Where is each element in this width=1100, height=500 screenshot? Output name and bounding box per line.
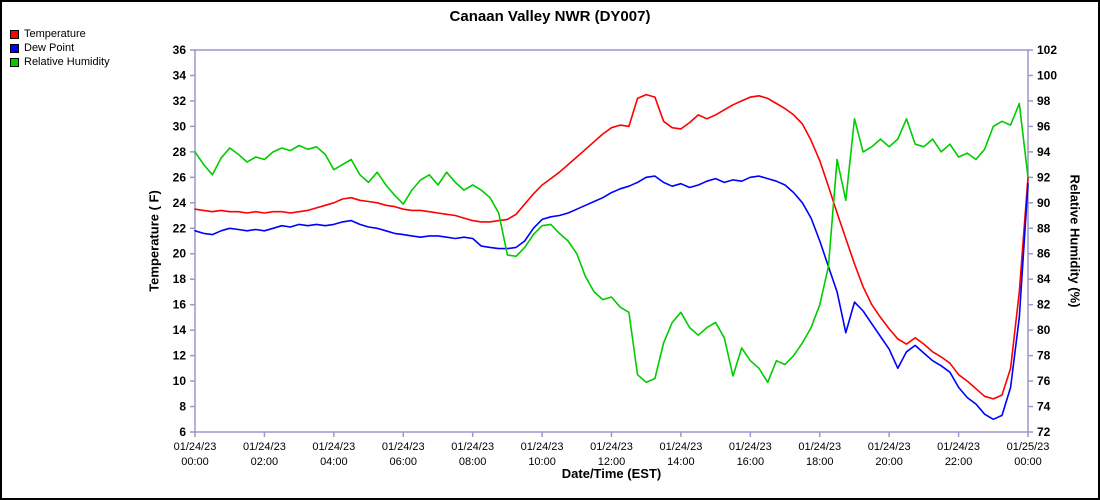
temperature-line — [194, 93, 1029, 400]
x-tick-time: 00:00 — [1014, 456, 1042, 468]
x-tick-date: 01/24/23 — [729, 441, 772, 453]
left-tick-label: 32 — [173, 94, 187, 108]
right-tick-label: 96 — [1037, 119, 1051, 133]
x-tick-date: 01/24/23 — [382, 441, 425, 453]
right-tick-label: 72 — [1037, 425, 1051, 439]
left-tick-label: 34 — [173, 68, 187, 82]
x-tick-date: 01/24/23 — [312, 441, 355, 453]
left-tick-label: 8 — [179, 400, 186, 414]
legend-item-dew-point: Dew Point — [10, 43, 110, 54]
left-tick-label: 14 — [173, 323, 187, 337]
legend-item-relative-humidity: Relative Humidity — [10, 57, 110, 68]
chart-title: Canaan Valley NWR (DY007) — [449, 8, 651, 25]
right-tick-label: 102 — [1037, 43, 1057, 57]
right-tick-label: 82 — [1037, 298, 1051, 312]
x-tick-date: 01/24/23 — [937, 441, 980, 453]
left-tick-label: 30 — [173, 119, 187, 133]
x-tick-date: 01/25/23 — [1007, 441, 1050, 453]
right-tick-label: 74 — [1037, 400, 1051, 414]
left-tick-label: 22 — [173, 221, 187, 235]
right-tick-label: 100 — [1037, 68, 1057, 82]
left-tick-label: 36 — [173, 43, 187, 57]
x-tick-date: 01/24/23 — [868, 441, 911, 453]
left-tick-label: 6 — [179, 425, 186, 439]
right-tick-label: 76 — [1037, 374, 1051, 388]
right-tick-label: 90 — [1037, 196, 1051, 210]
right-tick-label: 88 — [1037, 221, 1051, 235]
x-axis-title: Date/Time (EST) — [561, 466, 662, 481]
left-tick-label: 10 — [173, 374, 187, 388]
right-tick-label: 86 — [1037, 247, 1051, 261]
x-tick-time: 12:00 — [598, 456, 626, 468]
left-tick-label: 28 — [173, 145, 187, 159]
legend-label-dew-point: Dew Point — [24, 42, 75, 54]
x-tick-time: 04:00 — [320, 456, 348, 468]
relative-humidity-line — [194, 102, 1029, 384]
x-tick-time: 22:00 — [945, 456, 973, 468]
legend: Temperature Dew Point Relative Humidity — [10, 29, 110, 71]
left-tick-label: 20 — [173, 247, 187, 261]
legend-label-temperature: Temperature — [24, 28, 86, 40]
x-tick-date: 01/24/23 — [798, 441, 841, 453]
plot-frame — [194, 49, 1029, 433]
x-tick-time: 18:00 — [806, 456, 834, 468]
x-tick-date: 01/24/23 — [174, 441, 217, 453]
left-tick-label: 26 — [173, 170, 187, 184]
left-tick-label: 18 — [173, 272, 187, 286]
legend-item-temperature: Temperature — [10, 29, 110, 40]
x-tick-time: 06:00 — [389, 456, 417, 468]
x-tick-date: 01/24/23 — [521, 441, 564, 453]
x-tick-date: 01/24/23 — [660, 441, 703, 453]
left-tick-label: 12 — [173, 349, 187, 363]
x-tick-date: 01/24/23 — [590, 441, 633, 453]
x-tick-date: 01/24/23 — [243, 441, 286, 453]
right-tick-label: 80 — [1037, 323, 1051, 337]
x-tick-time: 00:00 — [181, 456, 209, 468]
dew-point-line — [194, 175, 1029, 421]
x-tick-time: 08:00 — [459, 456, 487, 468]
right-tick-label: 98 — [1037, 94, 1051, 108]
x-tick-time: 16:00 — [737, 456, 765, 468]
right-tick-label: 84 — [1037, 272, 1051, 286]
right-tick-label: 92 — [1037, 170, 1051, 184]
x-tick-date: 01/24/23 — [451, 441, 494, 453]
x-tick-time: 14:00 — [667, 456, 695, 468]
right-tick-label: 94 — [1037, 145, 1051, 159]
x-tick-time: 10:00 — [528, 456, 556, 468]
relative-humidity-swatch — [10, 58, 19, 67]
legend-label-relative-humidity: Relative Humidity — [24, 56, 110, 68]
temperature-swatch — [10, 30, 19, 39]
left-tick-label: 24 — [173, 196, 187, 210]
x-tick-time: 02:00 — [251, 456, 279, 468]
right-tick-label: 78 — [1037, 349, 1051, 363]
x-tick-time: 20:00 — [875, 456, 903, 468]
left-tick-label: 16 — [173, 298, 187, 312]
dew-point-swatch — [10, 44, 19, 53]
